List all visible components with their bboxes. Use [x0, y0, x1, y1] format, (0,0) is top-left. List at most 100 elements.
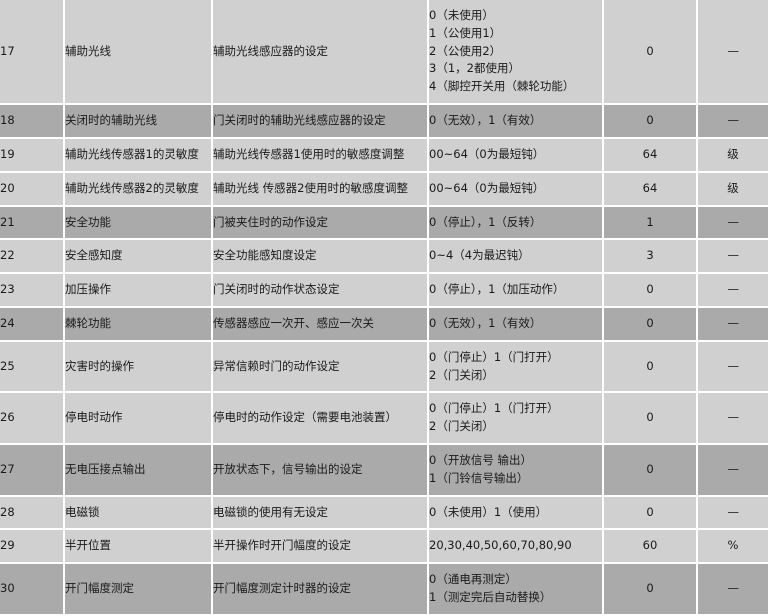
default-value-cell: 1 — [603, 205, 698, 241]
parameter-name-cell: 半开位置 — [64, 529, 213, 565]
parameter-name-cell: 辅助光线 — [64, 0, 213, 106]
description-cell: 辅助光线感应器的设定 — [212, 0, 429, 106]
table-row: 30 开门幅度测定 开门幅度测定计时器的设定 0（通电再测定） 1（测定完后自动替换） 0… — [0, 563, 768, 616]
parameter-name-cell: 加压操作 — [64, 273, 213, 308]
default-value-cell: 0 — [603, 392, 698, 445]
parameter-name-cell: 辅助光线传感器1的灵敏度 — [64, 137, 213, 173]
option-line: 0（未使用） — [429, 8, 494, 22]
unit-cell: — — [697, 104, 768, 139]
description-cell: 半开操作时开门幅度的设定 — [212, 529, 429, 565]
option-line: 20,30,40,50,60,70,80,90 — [429, 538, 572, 553]
option-line: 0（门停止）1（门打开） — [429, 349, 559, 364]
unit-cell: — — [697, 205, 768, 241]
option-line: 3（1，2都使用） — [429, 61, 520, 76]
description-cell: 开门幅度测定计时器的设定 — [212, 563, 429, 616]
option-line: 4（脚控开关用（棘轮功能） — [429, 79, 575, 94]
option-line: 2（门关闭） — [429, 419, 494, 434]
row-number-cell: 18 — [0, 104, 65, 139]
default-value-cell: 0 — [603, 104, 698, 139]
row-number-cell: 25 — [0, 340, 65, 394]
option-line: 0（门停止）1（门打开） — [429, 401, 559, 416]
default-value-cell: 3 — [603, 239, 698, 275]
parameter-name-cell: 电磁锁 — [64, 495, 213, 531]
table-row: 29 半开位置 半开操作时开门幅度的设定 20,30,40,50,60,70,80,9… — [0, 529, 768, 565]
default-value-cell: 64 — [603, 171, 698, 207]
option-line: 1（门铃信号输出） — [429, 470, 529, 485]
description-cell: 异常信赖时门的动作设定 — [212, 340, 429, 394]
options-cell: 0（停止），1（反转） — [428, 205, 604, 241]
options-cell: 0（无效），1（有效） — [428, 104, 604, 139]
default-value-cell: 0 — [603, 0, 698, 106]
option-line: 2（门关闭） — [429, 367, 494, 382]
description-cell: 安全功能感知度设定 — [212, 239, 429, 275]
unit-cell: — — [697, 239, 768, 275]
options-cell: 0（门停止）1（门打开） 2（门关闭） — [428, 340, 604, 394]
row-number-cell: 26 — [0, 392, 65, 445]
parameter-name-cell: 无电压接点输出 — [64, 444, 213, 497]
parameter-name-cell: 辅助光线传感器2的灵敏度 — [64, 171, 213, 207]
table-row: 26 停电时动作 停电时的动作设定（需要电池装置） 0（门停止）1（门打开） 2（门关闭… — [0, 392, 768, 445]
table-row: 20 辅助光线传感器2的灵敏度 辅助光线 传感器2使用时的敏感度调整 00~64（0为… — [0, 171, 768, 207]
unit-cell: — — [697, 340, 768, 394]
unit-cell: — — [697, 563, 768, 616]
row-number-cell: 28 — [0, 495, 65, 531]
table-row: 18 关闭时的辅助光线 门关闭时的辅助光线感应器的设定 0（无效），1（有效） 0— — [0, 104, 768, 139]
table-row: 23 加压操作 门关闭时的动作状态设定 0（停止），1（加压动作） 0— — [0, 273, 768, 308]
option-line: 0（停止），1（加压动作） — [429, 282, 565, 297]
unit-cell: — — [697, 0, 768, 106]
table-row: 21 安全功能 门被夹住时的动作设定 0（停止），1（反转） 1— — [0, 205, 768, 241]
parameter-name-cell: 安全功能 — [64, 205, 213, 241]
row-number-cell: 24 — [0, 306, 65, 342]
options-cell: 00~64（0为最短钝） — [428, 171, 604, 207]
default-value-cell: 60 — [603, 529, 698, 565]
default-value-cell: 0 — [603, 495, 698, 531]
option-line: 00~64（0为最短钝） — [429, 180, 545, 195]
table-row: 17 辅助光线 辅助光线感应器的设定 0（未使用） 1（公使用1） 2（公使用2） 3（1，… — [0, 0, 768, 106]
default-value-cell: 0 — [603, 444, 698, 497]
default-value-cell: 64 — [603, 137, 698, 173]
option-line: 1（测定完后自动替换） — [429, 590, 552, 605]
table-row: 19 辅助光线传感器1的灵敏度 辅助光线传感器1使用时的敏感度调整 00~64（0为最… — [0, 137, 768, 173]
table-row: 28 电磁锁 电磁锁的使用有无设定 0（未使用）1（使用） 0— — [0, 495, 768, 531]
default-value-cell: 0 — [603, 340, 698, 394]
unit-cell: — — [697, 306, 768, 342]
parameter-name-cell: 开门幅度测定 — [64, 563, 213, 616]
options-cell: 00~64（0为最短钝） — [428, 137, 604, 173]
unit-cell: — — [697, 392, 768, 445]
option-line: 0（未使用）1（使用） — [429, 504, 548, 519]
parameter-name-cell: 关闭时的辅助光线 — [64, 104, 213, 139]
row-number-cell: 17 — [0, 0, 65, 106]
option-line: 0（无效），1（有效） — [429, 315, 542, 330]
description-cell: 电磁锁的使用有无设定 — [212, 495, 429, 531]
option-line: 0（通电再测定） — [429, 572, 517, 587]
options-cell: 0（未使用）1（使用） — [428, 495, 604, 531]
option-line: 0（无效），1（有效） — [429, 113, 542, 128]
default-value-cell: 0 — [603, 306, 698, 342]
unit-cell: 级 — [697, 171, 768, 207]
row-number-cell: 21 — [0, 205, 65, 241]
description-cell: 开放状态下，信号输出的设定 — [212, 444, 429, 497]
unit-cell: — — [697, 495, 768, 531]
default-value-cell: 0 — [603, 273, 698, 308]
options-cell: 0（门停止）1（门打开） 2（门关闭） — [428, 392, 604, 445]
row-number-cell: 19 — [0, 137, 65, 173]
description-cell: 门关闭时的辅助光线感应器的设定 — [212, 104, 429, 139]
row-number-cell: 30 — [0, 563, 65, 616]
row-number-cell: 22 — [0, 239, 65, 275]
default-value-cell: 0 — [603, 563, 698, 616]
description-cell: 停电时的动作设定（需要电池装置） — [212, 392, 429, 445]
unit-cell: — — [697, 273, 768, 308]
options-cell: 20,30,40,50,60,70,80,90 — [428, 529, 604, 565]
option-line: 2（公使用2） — [429, 43, 502, 58]
description-cell: 辅助光线 传感器2使用时的敏感度调整 — [212, 171, 429, 207]
option-line: 1（公使用1） — [429, 25, 502, 40]
options-cell: 0（无效），1（有效） — [428, 306, 604, 342]
description-cell: 门关闭时的动作状态设定 — [212, 273, 429, 308]
description-cell: 辅助光线传感器1使用时的敏感度调整 — [212, 137, 429, 173]
table-row: 25 灾害时的操作 异常信赖时门的动作设定 0（门停止）1（门打开） 2（门关闭） 0— — [0, 340, 768, 394]
unit-cell: % — [697, 529, 768, 565]
options-cell: 0（停止），1（加压动作） — [428, 273, 604, 308]
options-cell: 0（未使用） 1（公使用1） 2（公使用2） 3（1，2都使用） 4（脚控开关用（棘轮功… — [428, 0, 604, 106]
